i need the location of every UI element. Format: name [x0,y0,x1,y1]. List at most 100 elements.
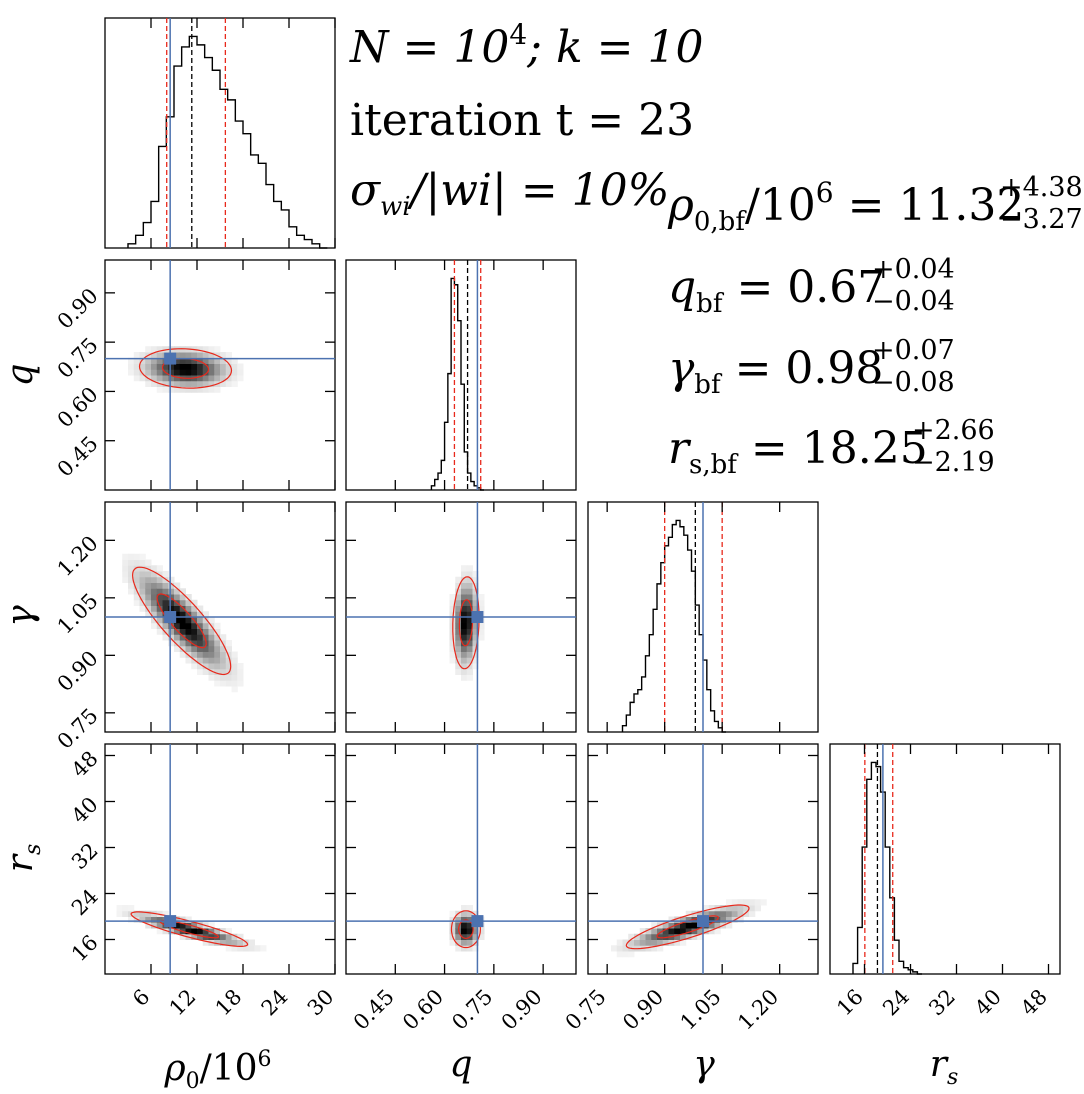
density-cell [156,363,163,370]
density-cell [128,582,135,589]
density-cell [191,357,198,364]
density-cell [185,628,192,635]
density-cell [197,375,204,382]
density-cell [455,945,462,952]
density-cell [231,674,238,681]
density-cell [461,571,468,578]
density-cell [461,582,468,589]
density-cell [133,559,140,566]
density-cell [703,905,710,912]
density-cell [616,945,623,952]
density-cell [202,369,209,376]
density-cell [133,352,140,359]
density-cell [133,582,140,589]
density-cell [225,375,232,382]
density-cell [179,588,186,595]
density-cell [208,651,215,658]
density-cell [145,611,152,618]
density-cell [622,939,629,946]
density-cell [202,668,209,675]
density-cell [214,357,221,364]
density-cell [455,611,462,618]
density-cell [179,640,186,647]
density-cell [466,611,473,618]
density-cell [214,663,221,670]
histogram-step [852,761,922,975]
density-cell [225,651,232,658]
density-cell [208,922,215,929]
density-cell [466,605,473,612]
density-cell [145,565,152,572]
density-cell [449,594,456,601]
density-cell [128,369,135,376]
y-tick-label: 1.05 [53,589,103,639]
density-cell [651,939,658,946]
density-cell [225,352,232,359]
density-cell [145,922,152,929]
density-cell [466,576,473,583]
density-cell [185,640,192,647]
density-cell [472,945,479,952]
density-cell [197,346,204,353]
panel-content [105,260,335,490]
density-cell [214,933,221,940]
y-tick-label: 0.90 [53,646,103,696]
y-tick-label: 24 [67,884,103,920]
density-cell [185,380,192,387]
density-cell [225,357,232,364]
density-cell [197,634,204,641]
density-cell [639,939,646,946]
density-cell [466,674,473,681]
density-cell [202,357,209,364]
density-cell [208,640,215,647]
density-cell [691,928,698,935]
density-cell [214,680,221,687]
density-cell [162,594,169,601]
density-cell [628,939,635,946]
density-cell [145,363,152,370]
density-cell [208,386,215,393]
density-cell [461,640,468,647]
density-cell [191,663,198,670]
x-label-gamma: γ [693,1044,715,1085]
density-cell [191,380,198,387]
density-cell [191,651,198,658]
density-cell [461,588,468,595]
title-line-2: iteration t = 23 [350,95,694,146]
density-cell [168,363,175,370]
summary-gamma: γbf = 0.98 [668,343,883,400]
density-cell [466,916,473,923]
density-cell [139,582,146,589]
density-cell [168,380,175,387]
density-cell [634,939,641,946]
summary-rs-minus: −2.19 [912,447,995,478]
density-cell [455,576,462,583]
density-cell [455,933,462,940]
density-cell [220,645,227,652]
x-tick-label: 18 [211,985,247,1021]
density-cell [156,357,163,364]
density-cell [156,605,163,612]
density-cell [156,916,163,923]
density-cell [145,605,152,612]
summary-rho-minus: −3.27 [1000,204,1083,235]
density-cell [466,640,473,647]
x-tick-label: 1.20 [733,985,783,1035]
density-cell [191,363,198,370]
density-cell [156,599,163,606]
density-cell [179,357,186,364]
density-cell [179,622,186,629]
density-cell [185,928,192,935]
density-cell [191,628,198,635]
density-cell [737,910,744,917]
y-label-gamma: γ [0,605,41,627]
density-cell [237,680,244,687]
density-cell [639,928,646,935]
density-cell [156,628,163,635]
density-cell [214,928,221,935]
y-axis-labels: q γ rs [0,363,46,872]
density-cell [680,928,687,935]
contour-line [161,358,210,379]
x-tick-label: 0.90 [618,985,668,1035]
